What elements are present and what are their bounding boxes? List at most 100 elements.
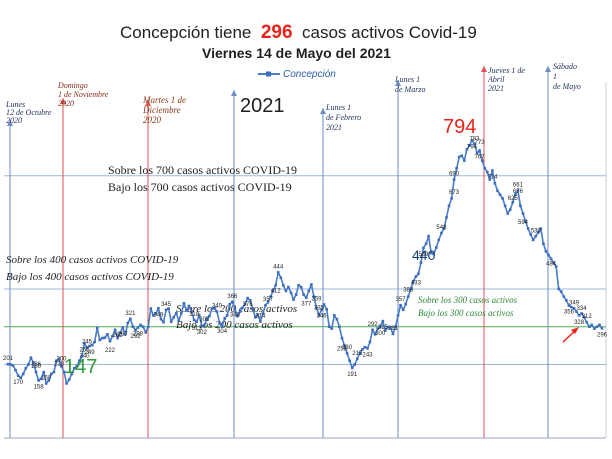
data-point <box>282 283 285 287</box>
data-point <box>233 307 237 310</box>
data-point <box>60 365 63 368</box>
data-point <box>567 304 571 307</box>
data-label: 376 <box>243 302 254 308</box>
data-label: 170 <box>13 380 24 386</box>
band-label-above-400: Sobre los 400 casos activos COVID-19 <box>6 254 179 266</box>
date-annotation-6: Sábado 1 de Mayo <box>553 62 581 91</box>
data-point <box>539 227 543 230</box>
data-label: 334 <box>577 306 588 312</box>
data-label: 215 <box>352 351 363 357</box>
data-point <box>241 306 244 310</box>
data-point <box>287 285 290 289</box>
date-annotation-4: Lunes 1 de Marzo <box>394 75 425 94</box>
data-point <box>177 319 181 322</box>
data-point <box>9 363 12 366</box>
data-point <box>238 310 242 313</box>
data-point <box>169 320 173 324</box>
date-annotation-line: 2020 <box>143 115 162 125</box>
data-point <box>42 370 45 374</box>
band-label-below-400: Bajo los 400 casos activos COVID-19 <box>6 271 174 283</box>
data-label: 661 <box>513 183 524 189</box>
data-point <box>276 271 280 274</box>
data-point <box>218 321 221 325</box>
data-point <box>376 327 379 330</box>
data-point <box>582 316 586 319</box>
date-annotation-line: 2020 <box>6 116 22 125</box>
data-label: 548 <box>436 225 447 231</box>
data-point <box>384 329 387 332</box>
data-point <box>182 302 186 305</box>
data-point <box>562 295 566 298</box>
data-point <box>373 333 377 336</box>
data-point <box>269 295 272 298</box>
data-label: 321 <box>125 311 136 317</box>
data-point <box>593 327 596 330</box>
data-point <box>526 227 530 230</box>
data-point <box>473 142 476 145</box>
date-annotation-line: Jueves 1 de <box>488 66 525 75</box>
title-number: 296 <box>261 22 293 43</box>
data-point <box>121 326 124 329</box>
date-annotation-line: Lunes <box>5 100 25 109</box>
data-point <box>297 283 300 287</box>
data-point <box>205 317 209 321</box>
data-label: 240 <box>80 353 91 359</box>
data-label: 690 <box>449 172 460 178</box>
data-label: 222 <box>105 348 116 354</box>
date-annotation-line: Lunes 1 <box>325 103 351 112</box>
data-point <box>501 197 504 200</box>
data-point <box>559 290 563 293</box>
date-annotation-2: Martes 1 de Diciembre 2020 <box>142 95 186 125</box>
data-point <box>552 261 555 264</box>
data-point <box>600 327 604 330</box>
data-point <box>345 351 349 355</box>
data-point <box>254 316 257 319</box>
date-annotation-line: Sábado <box>553 62 577 71</box>
data-label: 318 <box>189 312 200 318</box>
data-point <box>261 312 265 315</box>
data-label: 366 <box>227 294 238 300</box>
data-point <box>460 154 464 157</box>
data-point <box>588 325 591 328</box>
data-point <box>330 327 334 330</box>
data-label: 200 <box>57 357 68 363</box>
data-point <box>70 372 73 376</box>
data-point <box>450 197 453 200</box>
data-point <box>108 339 112 343</box>
data-point <box>590 323 594 327</box>
data-point <box>409 287 413 291</box>
data-point <box>368 340 372 344</box>
data-point <box>215 310 219 313</box>
data-label: 794 <box>467 144 478 150</box>
data-point <box>220 325 224 328</box>
data-point <box>157 307 160 310</box>
date-annotation-3: Lunes 1 de Febrero 2021 <box>325 103 361 132</box>
data-point <box>371 328 374 332</box>
data-point <box>98 338 102 342</box>
data-point <box>139 323 142 327</box>
data-point <box>274 283 277 287</box>
data-label: 300 <box>375 331 386 337</box>
data-point <box>457 155 461 159</box>
data-label: 359 <box>312 297 323 303</box>
data-point <box>73 367 76 370</box>
data-point <box>52 370 56 374</box>
data-point <box>248 299 252 302</box>
data-point <box>470 139 474 142</box>
data-label: 201 <box>3 356 14 362</box>
data-label: 444 <box>273 264 284 270</box>
date-arrow-icon <box>395 80 401 86</box>
data-point <box>200 324 204 328</box>
date-annotation-5: Jueves 1 de Abril 2021 <box>487 66 525 93</box>
date-annotation-line: de Febrero <box>326 113 361 122</box>
data-point <box>65 382 68 385</box>
data-point <box>378 325 382 328</box>
data-point <box>519 204 522 208</box>
data-point <box>531 238 535 242</box>
data-point <box>259 320 262 323</box>
data-label: 243 <box>363 352 374 358</box>
data-point <box>88 344 91 348</box>
data-point <box>322 303 326 306</box>
data-point <box>544 249 548 253</box>
